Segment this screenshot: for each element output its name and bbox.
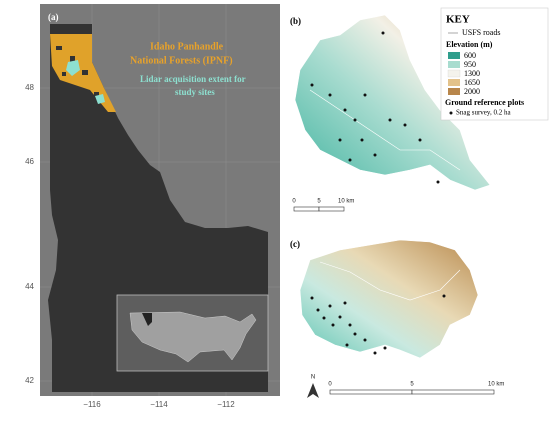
north-arrow: N: [307, 375, 319, 398]
key-elevation-class: 950: [464, 60, 476, 69]
key-roads: USFS roads: [462, 28, 500, 37]
north-label: N: [311, 375, 315, 381]
lon-tick: −116: [83, 400, 101, 409]
scale-bar-c: 0 5 10 km: [328, 382, 504, 395]
lidar-label: Lidar acquisition extent for: [140, 74, 246, 84]
scale-label: 10 km: [488, 382, 504, 388]
panel-label: (b): [290, 16, 301, 26]
key-plots-item: Snag survey, 0.2 ha: [456, 109, 511, 117]
lat-tick: 46: [25, 157, 34, 166]
panel-a: (a) Idaho Panhandle National Forests (IP…: [25, 4, 280, 409]
key-plots-title: Ground reference plots: [445, 98, 524, 107]
road: [309, 89, 461, 171]
forest-label: Idaho Panhandle: [150, 41, 224, 52]
lon-tick: −112: [217, 400, 235, 409]
scale-label: 10 km: [338, 199, 354, 205]
key-elevation-class: 1300: [464, 69, 480, 78]
lidar-label: study sites: [175, 87, 215, 97]
non-forest-patches: [56, 46, 99, 96]
scale-label: 5: [410, 382, 414, 388]
road: [319, 261, 461, 301]
key: KEY USFS roads Elevation (m) 600 950 130…: [440, 7, 549, 121]
lidar-site: [66, 60, 80, 76]
inset: [116, 294, 269, 372]
panel-c: (c) N 0 5 10 km: [290, 239, 504, 398]
scale-bar-b: 0 5 10 km: [292, 199, 354, 212]
plots-b: [310, 31, 440, 184]
key-elevation-class: 1650: [464, 78, 480, 87]
scale-label: 0: [292, 199, 296, 205]
lat-tick: 42: [25, 376, 34, 385]
scale-label: 0: [328, 382, 332, 388]
lat-tick: 44: [25, 282, 34, 291]
key-elevation-class: 600: [464, 51, 476, 60]
plots-c: [310, 294, 446, 355]
lon-tick: −114: [150, 400, 168, 409]
key-elevation-class: 2000: [464, 87, 480, 96]
terrain-c: [299, 239, 479, 359]
lidar-site: [95, 94, 105, 104]
lat-tick: 48: [25, 83, 34, 92]
panel-label: (c): [290, 239, 300, 249]
key-title: KEY: [446, 14, 470, 26]
panel-label: (a): [48, 12, 59, 22]
panel-b: (b) 0 5 10 km: [290, 14, 491, 212]
terrain-b: [294, 14, 491, 191]
key-elevation-title: Elevation (m): [446, 40, 493, 49]
scale-label: 5: [317, 199, 321, 205]
forest-label: National Forests (IPNF): [130, 55, 233, 66]
